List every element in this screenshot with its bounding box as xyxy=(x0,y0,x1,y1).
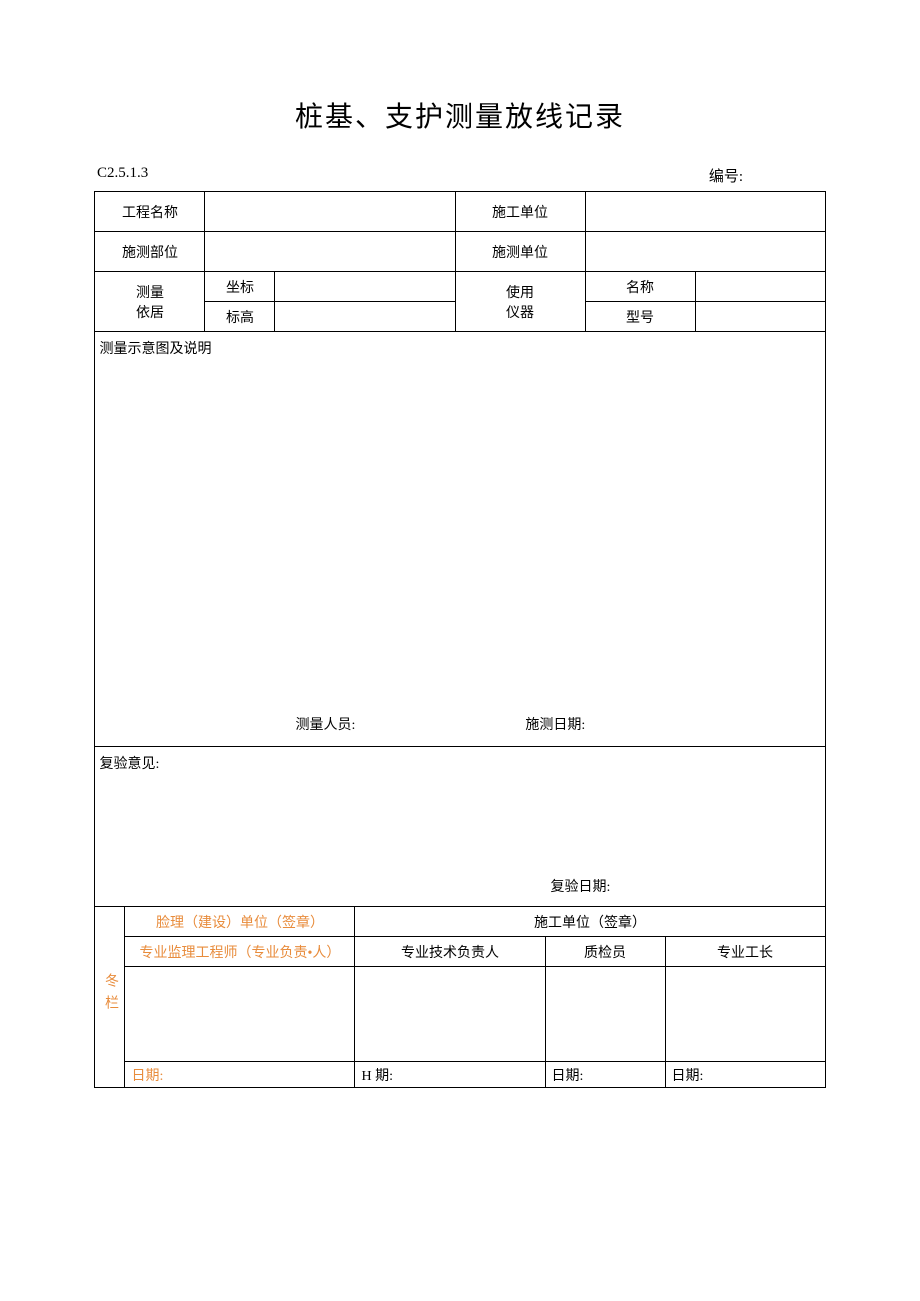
label-measure-unit: 施测单位 xyxy=(455,232,585,272)
date-3: 日期: xyxy=(545,1062,665,1088)
form-code: C2.5.1.3 xyxy=(97,165,148,186)
measure-date-label: 施测日期: xyxy=(525,714,585,734)
review-cell: 复验意见: 复验日期: xyxy=(95,747,825,907)
document-title: 桩基、支护测量放线记录 xyxy=(0,95,920,135)
label-instrument-model: 型号 xyxy=(585,302,695,332)
row-project-name: 工程名称 施工单位 xyxy=(95,192,825,232)
row-sig-dates: 日期: H 期: 日期: 日期: xyxy=(95,1062,825,1088)
value-measure-unit xyxy=(585,232,825,272)
label-pro-supervisor: 专业监理工程师（专业负责•人） xyxy=(125,937,355,967)
label-instrument-name: 名称 xyxy=(585,272,695,302)
personnel-label: 测量人员: xyxy=(295,714,355,734)
diagram-footer: 测量人员: 施测日期: xyxy=(95,714,824,734)
row-measure-location: 施测部位 施测单位 xyxy=(95,232,825,272)
label-construction-unit-seal: 施工单位（签章） xyxy=(355,907,825,937)
value-measure-location xyxy=(205,232,455,272)
row-sig-units: 冬栏 脸理（建设）单位（签章） 施工单位（签章） xyxy=(95,907,825,937)
sig-space-1 xyxy=(125,967,355,1062)
sig-space-3 xyxy=(545,967,665,1062)
reference-number-label: 编号: xyxy=(709,165,823,186)
row-sig-space xyxy=(95,967,825,1062)
label-elevation: 标高 xyxy=(205,302,275,332)
label-qc: 质检员 xyxy=(545,937,665,967)
date-1: 日期: xyxy=(125,1062,355,1088)
value-coord xyxy=(275,272,455,302)
review-date-label: 复验日期: xyxy=(550,876,610,896)
label-foreman: 专业工长 xyxy=(665,937,825,967)
label-tech-leader: 专业技术负责人 xyxy=(355,937,545,967)
row-diagram: 测量示意图及说明 测量人员: 施测日期: xyxy=(95,332,825,747)
main-form-table: 工程名称 施工单位 施测部位 施测单位 测量依居 坐标 使用仪器 名称 标高 型… xyxy=(94,191,825,1088)
value-elevation xyxy=(275,302,455,332)
value-construction-unit xyxy=(585,192,825,232)
row-sig-roles: 专业监理工程师（专业负责•人） 专业技术负责人 质检员 专业工长 xyxy=(95,937,825,967)
header-row: C2.5.1.3 编号: xyxy=(95,165,825,186)
row-basis-1: 测量依居 坐标 使用仪器 名称 xyxy=(95,272,825,302)
diagram-label: 测量示意图及说明 xyxy=(99,338,211,358)
date-2: H 期: xyxy=(355,1062,545,1088)
value-instrument-model xyxy=(695,302,825,332)
value-project-name xyxy=(205,192,455,232)
diagram-cell: 测量示意图及说明 测量人员: 施测日期: xyxy=(95,332,825,747)
signature-side-label: 冬栏 xyxy=(95,907,125,1088)
sig-space-2 xyxy=(355,967,545,1062)
label-coord: 坐标 xyxy=(205,272,275,302)
label-measure-basis: 测量依居 xyxy=(95,272,205,332)
label-project-name: 工程名称 xyxy=(95,192,205,232)
sig-space-4 xyxy=(665,967,825,1062)
row-review: 复验意见: 复验日期: xyxy=(95,747,825,907)
label-construction-unit: 施工单位 xyxy=(455,192,585,232)
date-4: 日期: xyxy=(665,1062,825,1088)
label-supervisor-unit: 脸理（建设）单位（签章） xyxy=(125,907,355,937)
review-label: 复验意见: xyxy=(99,753,159,773)
value-instrument-name xyxy=(695,272,825,302)
label-instrument: 使用仪器 xyxy=(455,272,585,332)
label-measure-location: 施测部位 xyxy=(95,232,205,272)
